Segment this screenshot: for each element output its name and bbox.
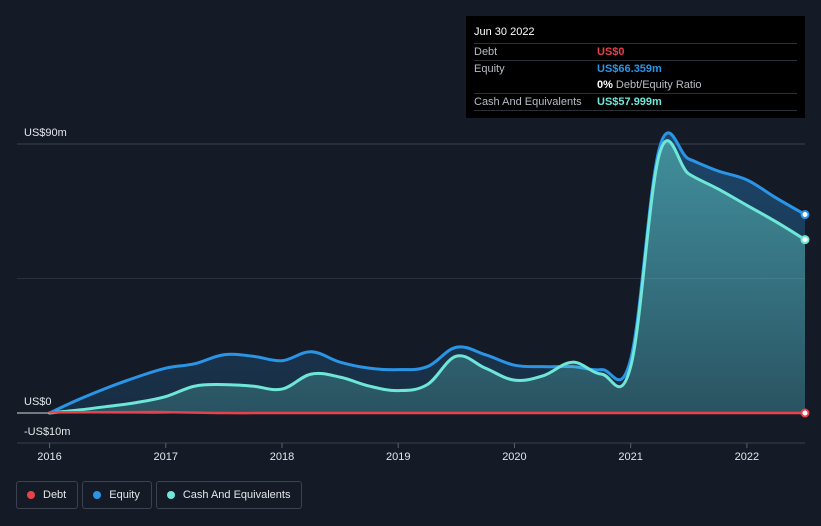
tooltip-ratio-label: Debt/Equity Ratio xyxy=(615,79,702,91)
equity-line xyxy=(48,131,807,415)
cash-dot-icon xyxy=(166,491,175,499)
x-tick-label: 2022 xyxy=(735,451,759,463)
legend-label-cash: Cash And Equivalents xyxy=(182,489,291,501)
tooltip-cash-label: Cash And Equivalents xyxy=(474,96,582,108)
tooltip-debt-label: Debt xyxy=(474,46,498,58)
tooltip-row-equity: Equity US$66.359m xyxy=(474,60,797,77)
debt-end-marker xyxy=(800,408,810,418)
x-tick-label: 2017 xyxy=(154,451,178,463)
legend-label-equity: Equity xyxy=(109,489,140,501)
x-tick-label: 2019 xyxy=(386,451,410,463)
x-tick-label: 2021 xyxy=(618,451,642,463)
tooltip-row-ratio: 0% Debt/Equity Ratio xyxy=(474,77,797,93)
equity-dot-icon xyxy=(93,491,102,499)
y-tick-label: US$0 xyxy=(24,396,52,408)
tooltip-equity-value: US$66.359m xyxy=(597,63,662,75)
x-tick-label: 2018 xyxy=(270,451,294,463)
x-tick-label: 2020 xyxy=(502,451,526,463)
debt-dot-icon xyxy=(27,491,35,499)
y-tick-label: US$90m xyxy=(24,127,67,139)
tooltip-cash-value: US$57.999m xyxy=(597,96,662,108)
legend: Debt Equity Cash And Equivalents xyxy=(16,481,303,509)
tooltip-date: Jun 30 2022 xyxy=(474,26,535,38)
legend-item-equity[interactable]: Equity xyxy=(82,481,152,509)
debt-line xyxy=(48,410,807,415)
tooltip-debt-value: US$0 xyxy=(597,46,625,58)
y-tick-label: -US$10m xyxy=(24,426,70,438)
legend-item-debt[interactable]: Debt xyxy=(16,481,79,509)
tooltip-ratio-value: 0% xyxy=(597,79,613,91)
tooltip-panel: Jun 30 2022 Debt US$0 Equity US$66.359m … xyxy=(466,16,805,118)
tooltip-equity-label: Equity xyxy=(474,63,505,75)
legend-label-debt: Debt xyxy=(43,489,67,501)
tooltip-row-debt: Debt US$0 xyxy=(474,43,797,60)
cash-end-marker xyxy=(800,235,810,245)
cash-line xyxy=(48,139,807,415)
x-tick-label: 2016 xyxy=(37,451,61,463)
equity-end-marker xyxy=(800,210,810,220)
tooltip-row-cash: Cash And Equivalents US$57.999m xyxy=(474,93,797,111)
legend-item-cash[interactable]: Cash And Equivalents xyxy=(155,481,303,509)
cash-area xyxy=(49,140,805,413)
